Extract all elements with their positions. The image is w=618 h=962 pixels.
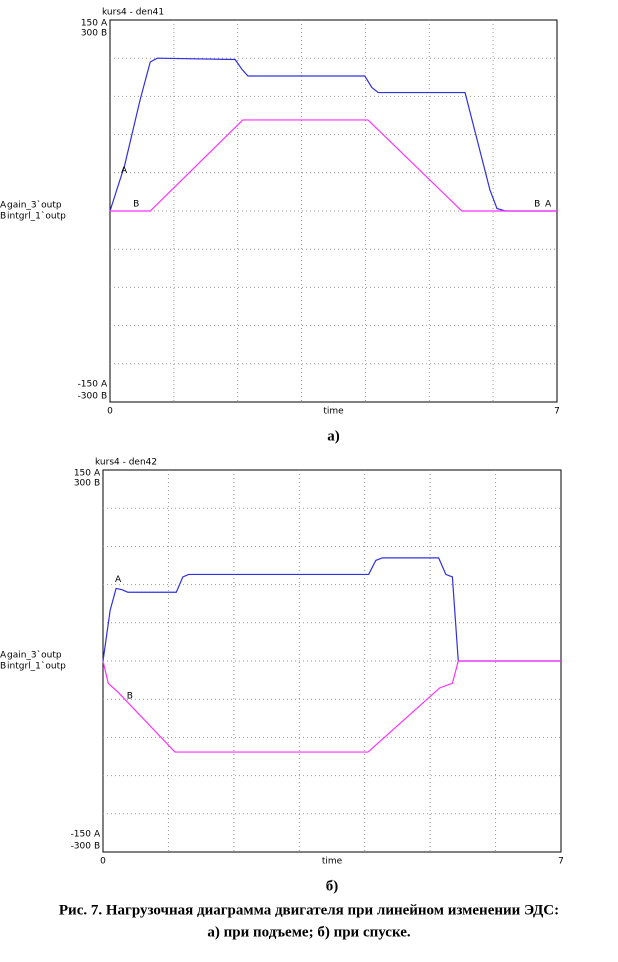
series-line — [110, 119, 557, 212]
legend-label: intgrl_1`outp — [7, 661, 66, 672]
y-tick-label: -150 — [78, 380, 99, 390]
curve-annotation: B — [534, 199, 540, 209]
figure-caption: Рис. 7. Нагрузочная диаграмма двигателя … — [59, 902, 559, 918]
y2-tick-label: 300 — [74, 479, 91, 489]
y2-tick-label: -300 — [78, 392, 99, 402]
series-line — [109, 57, 557, 212]
axis-letter: B — [94, 479, 100, 489]
legend-letter: B — [0, 212, 6, 222]
y2-tick-label: 300 — [81, 29, 98, 39]
caption: б) — [326, 878, 339, 894]
y-tick-label: 150 — [74, 469, 91, 479]
axis-letter: A — [101, 19, 108, 29]
axis-letter: B — [101, 392, 107, 402]
x-axis-label: time — [323, 407, 344, 417]
axis-letter: A — [94, 830, 101, 840]
y-tick-label: -150 — [71, 830, 92, 840]
axis-letter: B — [101, 29, 107, 39]
legend-label: gain_3`outp — [7, 650, 62, 661]
x-tick-label: 7 — [554, 407, 560, 417]
caption: а) — [327, 428, 340, 444]
legend-label: intgrl_1`outp — [7, 211, 66, 222]
curve-annotation: B — [127, 692, 133, 702]
axis-letter: A — [101, 380, 108, 390]
x-tick-label: 0 — [107, 407, 113, 417]
legend-letter: B — [0, 662, 6, 672]
legend-letter: A — [0, 201, 7, 211]
figure-caption: а) при подъеме; б) при спуске. — [207, 924, 410, 940]
legend-label: gain_3`outp — [7, 200, 62, 211]
chart-title: kurs4 - den42 — [95, 458, 157, 468]
x-tick-label: 0 — [100, 857, 106, 867]
axis-letter: B — [94, 842, 100, 852]
curve-annotation: A — [121, 166, 128, 176]
series-line — [102, 660, 561, 753]
x-axis-label: time — [322, 857, 343, 867]
x-tick-label: 7 — [558, 857, 564, 867]
y2-tick-label: -300 — [71, 842, 92, 852]
chart-title: kurs4 - den41 — [102, 8, 164, 18]
y-tick-label: 150 — [81, 19, 98, 29]
axis-letter: A — [94, 469, 101, 479]
series-line — [102, 557, 561, 662]
legend-letter: A — [0, 651, 7, 661]
curve-annotation: A — [115, 575, 122, 585]
curve-annotation: A — [545, 199, 552, 209]
curve-annotation: B — [133, 199, 139, 209]
